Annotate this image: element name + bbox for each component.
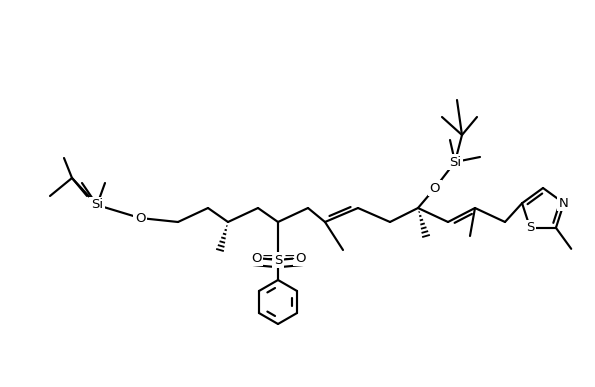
Text: O: O: [250, 252, 261, 264]
Text: O: O: [134, 212, 145, 224]
Text: N: N: [559, 197, 569, 210]
Text: O: O: [295, 252, 305, 264]
Text: S: S: [274, 253, 282, 267]
Text: =: =: [261, 252, 273, 266]
Text: O: O: [430, 182, 440, 195]
Text: =: =: [283, 252, 295, 266]
Text: S: S: [526, 221, 534, 234]
Text: Si: Si: [449, 156, 461, 168]
Text: Si: Si: [91, 199, 103, 212]
